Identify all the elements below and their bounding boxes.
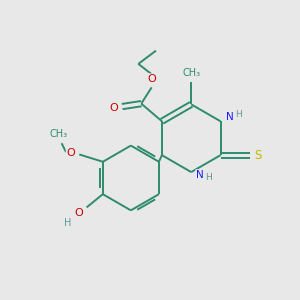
Text: O: O (67, 148, 75, 158)
Text: methyl: methyl (189, 74, 194, 75)
Text: O: O (148, 74, 157, 84)
Text: O: O (110, 103, 118, 113)
Text: N: N (196, 170, 204, 180)
Text: N: N (226, 112, 233, 122)
Text: H: H (206, 173, 212, 182)
Text: S: S (254, 149, 262, 162)
Text: methoxy: methoxy (54, 141, 61, 142)
Text: H: H (235, 110, 242, 119)
Text: CH₃: CH₃ (50, 129, 68, 139)
Text: CH₃: CH₃ (182, 68, 200, 78)
Text: O: O (74, 208, 83, 218)
Text: methyl: methyl (193, 77, 198, 78)
Text: H: H (64, 218, 71, 228)
